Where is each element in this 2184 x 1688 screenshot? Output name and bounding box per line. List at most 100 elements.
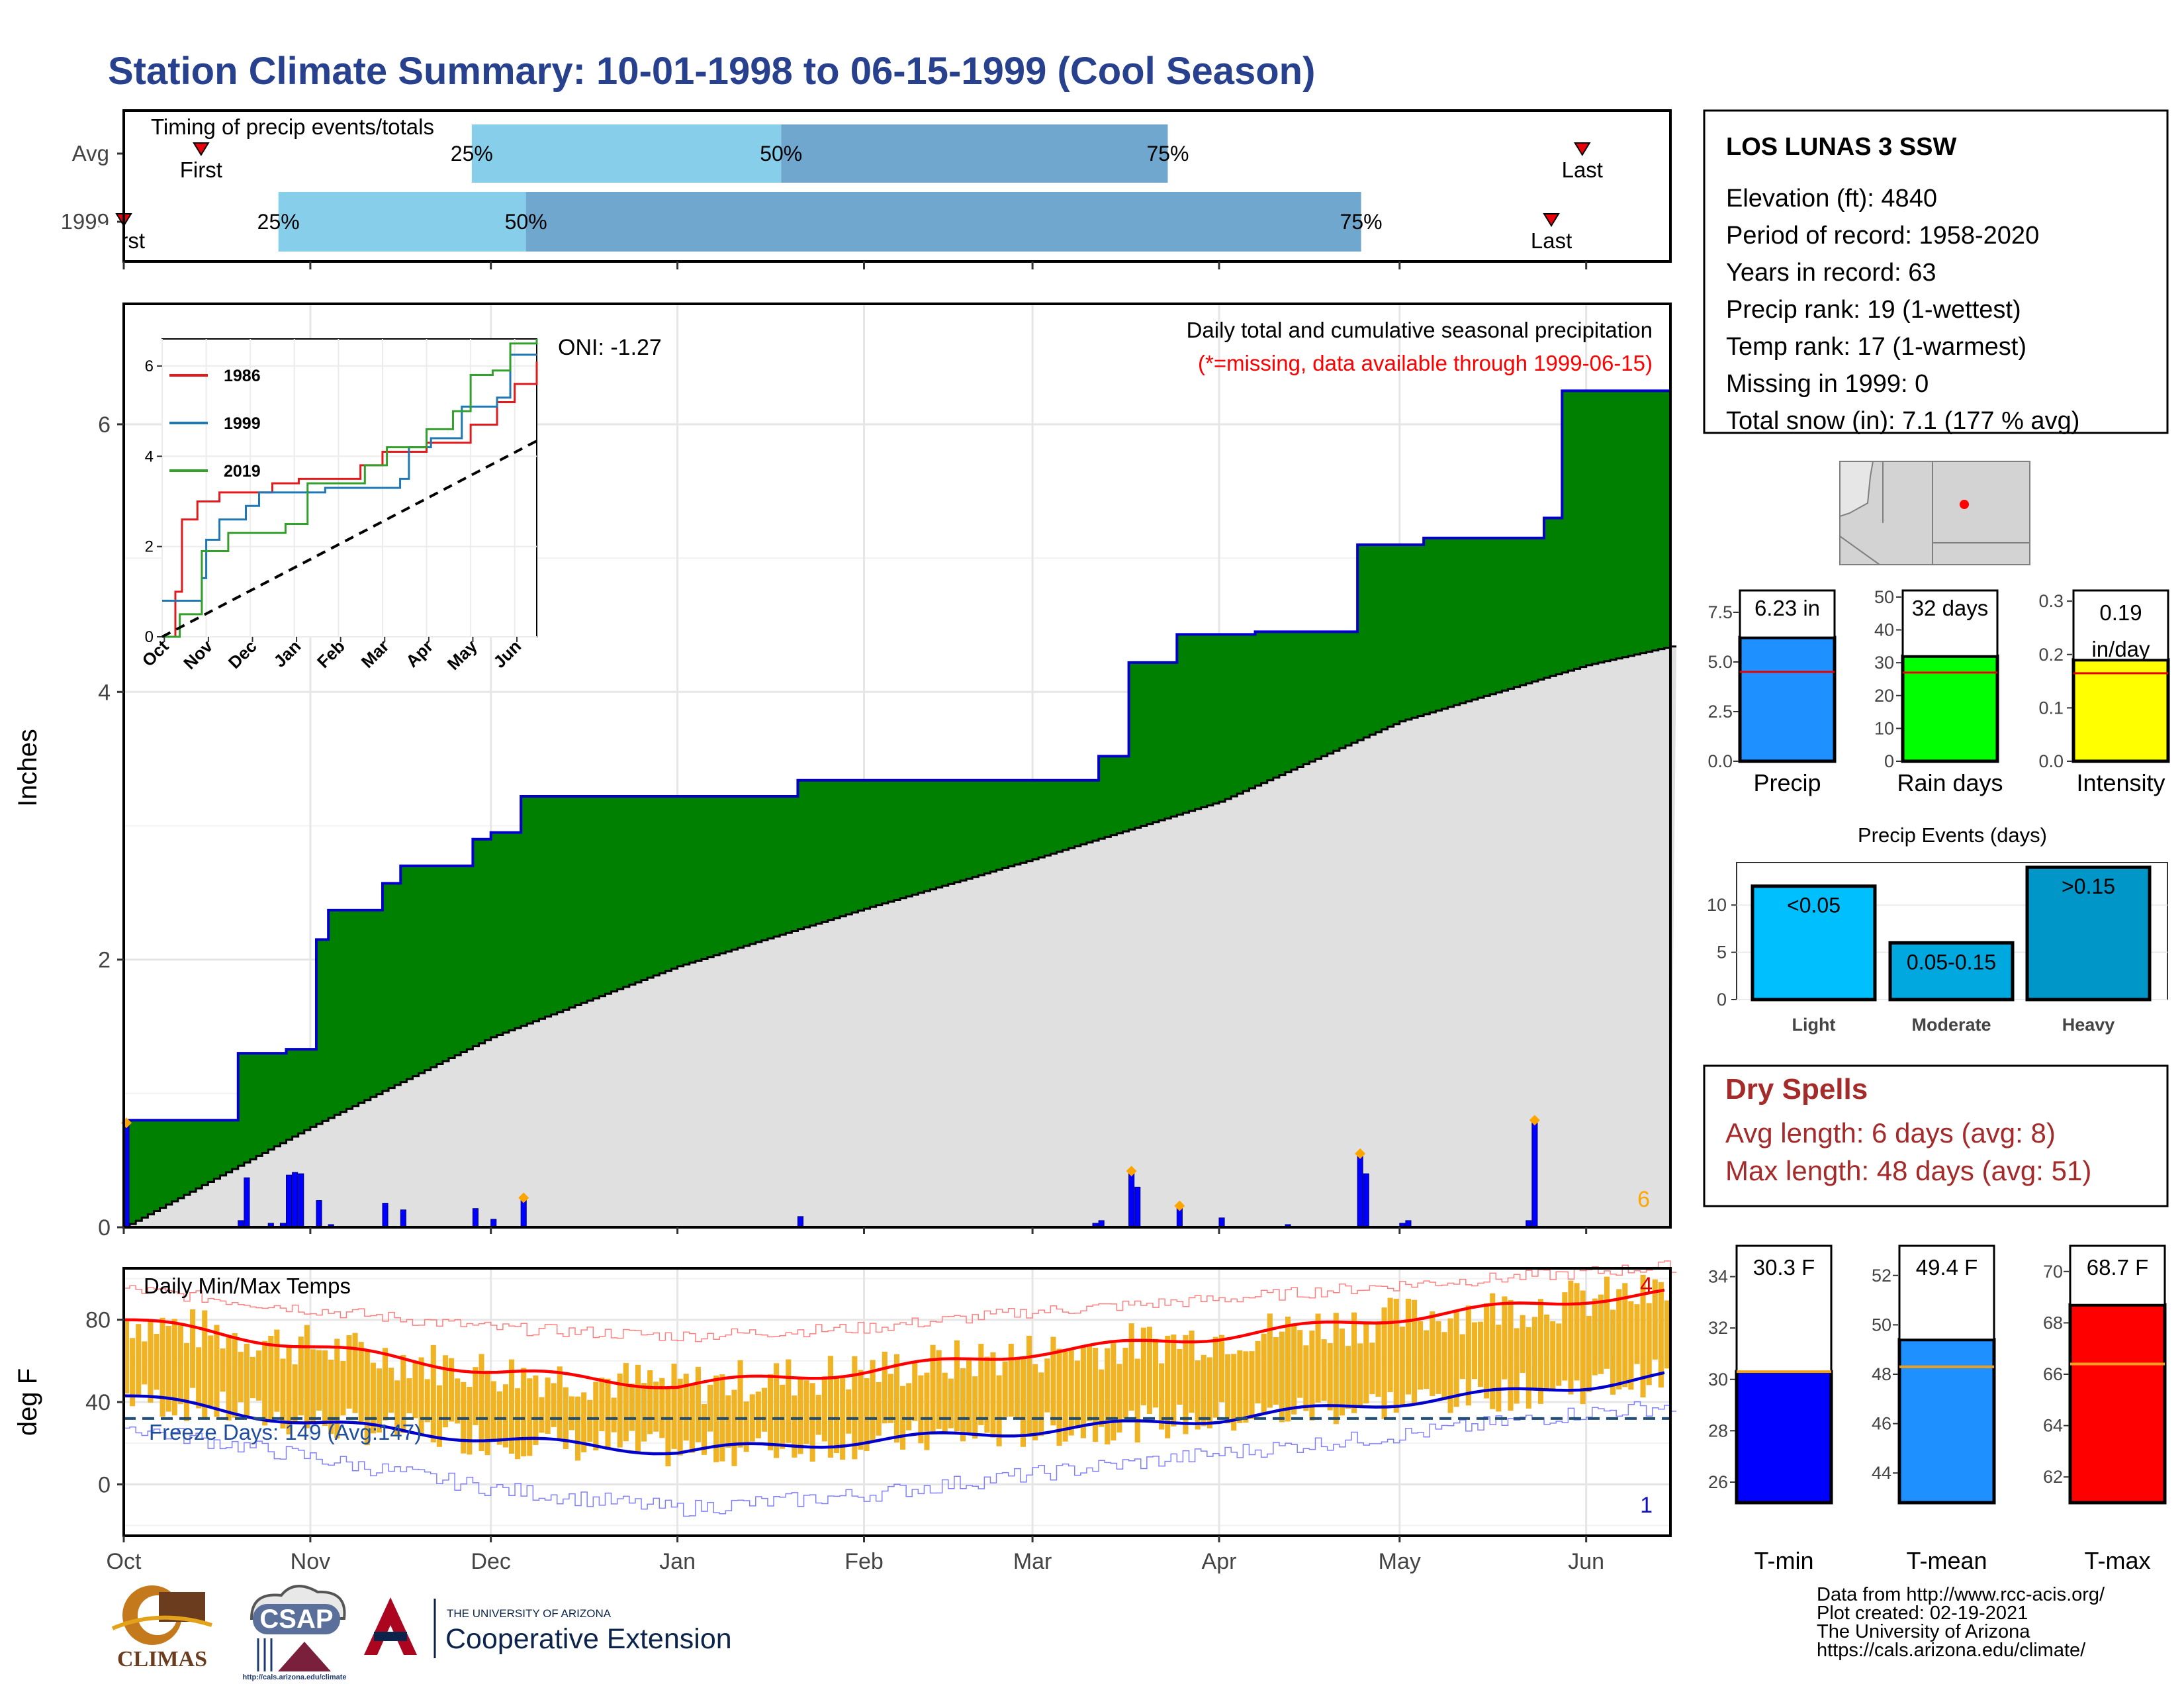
record-max-line — [124, 1260, 1677, 1342]
daily-temp-bar — [713, 1376, 719, 1462]
daily-temp-bar — [966, 1357, 972, 1432]
daily-temp-bar — [1357, 1343, 1363, 1406]
daily-temp-bar — [1134, 1358, 1140, 1443]
daily-precip-bar — [292, 1172, 298, 1228]
daily-temp-bar — [1544, 1314, 1550, 1391]
daily-temp-bar — [1068, 1350, 1074, 1436]
daily-temp-bar — [1303, 1345, 1309, 1411]
events-y-tick: 10 — [1707, 895, 1727, 915]
daily-temp-bar — [455, 1378, 461, 1424]
station-info-line: Total snow (in): 7.1 (177 % avg) — [1726, 407, 2079, 435]
temp-summary-frame — [1735, 1244, 1833, 1373]
daily-temp-bar — [1140, 1327, 1146, 1406]
daily-temp-bar — [136, 1324, 142, 1397]
summary-bar — [1738, 635, 1837, 763]
summary-y-tick: 0.0 — [1707, 751, 1733, 771]
inset-y-tick: 2 — [145, 538, 154, 556]
temp-y-tick: 64 — [2043, 1416, 2063, 1436]
daily-temp-bar — [1634, 1304, 1640, 1364]
daily-temp-bar — [1586, 1315, 1592, 1392]
daily-temp-bar — [142, 1341, 148, 1385]
timing-bar-25-50 — [471, 124, 782, 183]
daily-temp-bar — [1309, 1331, 1315, 1421]
station-info-box: LOS LUNAS 3 SSW Elevation (ft): 4840 Peri… — [1703, 109, 2169, 435]
daily-temp-bar — [1580, 1290, 1586, 1405]
last-event-label: Last — [1562, 158, 1603, 182]
precip-y-tick: 4 — [98, 680, 111, 705]
daily-temp-bar — [358, 1342, 364, 1422]
snow-marker — [1174, 1200, 1185, 1211]
daily-temp-bar — [1279, 1331, 1285, 1423]
normal-cumulative-area — [124, 646, 1677, 1227]
daily-temp-bar — [232, 1333, 238, 1418]
daily-precip-bar — [400, 1209, 406, 1228]
daily-temp-bar — [936, 1350, 942, 1429]
summary-y-tick: 20 — [1874, 686, 1894, 706]
temp-y-tick: 34 — [1708, 1267, 1728, 1287]
daily-temp-bar — [671, 1364, 677, 1449]
inset-y-tick: 4 — [145, 447, 154, 465]
daily-temp-bar — [292, 1364, 298, 1424]
daily-temp-bar — [803, 1380, 809, 1444]
timing-pct-label: 50% — [505, 210, 547, 234]
daily-temp-bar — [1231, 1354, 1237, 1431]
daily-temp-bar — [1020, 1356, 1026, 1447]
daily-temp-bar — [521, 1368, 527, 1457]
precip-corner-count: 6 — [1637, 1187, 1650, 1212]
precip-events-panel: Precip Events (days) 0 5 10 <0.05 Light 0.05-… — [1707, 823, 2168, 1035]
daily-temp-bar — [557, 1366, 563, 1438]
daily-temp-bar — [767, 1374, 774, 1450]
daily-temp-bar — [533, 1375, 539, 1445]
event-bar — [2025, 865, 2152, 1002]
daily-temp-bar — [1255, 1340, 1261, 1404]
daily-temp-bar — [1056, 1348, 1062, 1446]
summary-value-label: 6.23 in — [1754, 596, 1820, 620]
event-bar — [1888, 941, 2015, 1002]
daily-temp-bar — [786, 1359, 792, 1443]
first-event-marker — [193, 142, 210, 156]
daily-temp-bar — [208, 1335, 214, 1407]
daily-temp-bar — [256, 1350, 262, 1401]
daily-temp-bar — [707, 1384, 713, 1432]
daily-temp-bar — [124, 1320, 130, 1394]
daily-temp-bar — [1574, 1283, 1580, 1381]
daily-temp-bar — [1212, 1336, 1218, 1418]
daily-temp-bar — [508, 1359, 515, 1454]
daily-temp-bar — [1520, 1315, 1525, 1374]
daily-precip-bar — [316, 1200, 322, 1228]
daily-temp-bar — [1291, 1323, 1297, 1415]
inset-series-line — [162, 339, 538, 638]
temp-bar-label: T-max — [2084, 1547, 2150, 1574]
daily-temp-bar — [262, 1340, 268, 1426]
daily-temp-bar — [370, 1362, 376, 1434]
observed-cumulative-line — [124, 389, 1670, 1122]
daily-temp-bar — [1080, 1345, 1086, 1438]
daily-temp-bar — [1592, 1298, 1598, 1376]
temp-ylabel: deg F — [13, 1368, 42, 1436]
daily-temp-bar — [304, 1325, 310, 1429]
daily-temp-bar — [430, 1344, 436, 1442]
daily-temp-bar — [226, 1336, 232, 1421]
daily-temp-bar — [328, 1359, 334, 1434]
daily-temp-bar — [449, 1358, 455, 1422]
daily-temp-bar — [1111, 1340, 1116, 1441]
temp-summary-frame — [1898, 1244, 1995, 1341]
summary-y-tick: 5.0 — [1707, 652, 1733, 672]
missing-note: (*=missing, data available through 1999-… — [1198, 351, 1653, 375]
daily-temp-bar — [1044, 1358, 1050, 1413]
precip-y-tick: 6 — [98, 412, 111, 438]
daily-temp-bar — [1471, 1322, 1478, 1380]
daily-temp-bar — [274, 1329, 280, 1412]
daily-temp-bar — [515, 1388, 521, 1460]
record-min-line — [124, 1401, 1677, 1517]
daily-temp-bar — [749, 1394, 755, 1442]
daily-temp-bar — [1411, 1299, 1418, 1405]
daily-temp-bar — [244, 1343, 250, 1419]
summary-y-tick: 7.5 — [1707, 602, 1733, 622]
timing-panel: Timing of precip events/totals 25% 50% 75%… — [61, 109, 1672, 263]
temp-value-label: 30.3 F — [1753, 1255, 1815, 1280]
daily-temp-bar — [1189, 1331, 1195, 1413]
snow-marker — [1126, 1166, 1137, 1177]
summary-bar-label: Intensity — [2076, 769, 2165, 796]
precip-subtitle: Daily total and cumulative seasonal prec… — [1187, 318, 1653, 342]
